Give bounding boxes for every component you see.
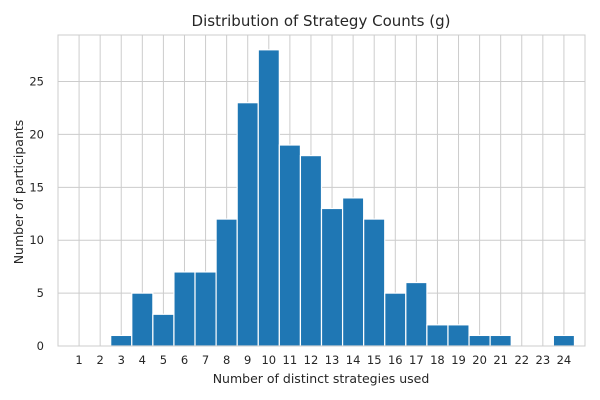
y-tick-labels: 0 5 10 15 20 25 — [29, 75, 44, 353]
x-tick-label: 19 — [451, 353, 466, 367]
x-tick-label: 18 — [430, 353, 445, 367]
x-tick-label: 11 — [283, 353, 298, 367]
x-tick-label: 24 — [557, 353, 572, 367]
x-tick-label: 1 — [75, 353, 82, 367]
y-tick-label: 5 — [37, 286, 44, 300]
x-tick-label: 20 — [472, 353, 487, 367]
x-tick-label: 2 — [96, 353, 103, 367]
x-tick-label: 8 — [223, 353, 230, 367]
y-tick-label: 15 — [29, 180, 44, 194]
histogram-bar — [447, 324, 470, 347]
x-tick-label: 13 — [325, 353, 340, 367]
x-tick-label: 4 — [139, 353, 146, 367]
histogram-bar — [426, 324, 449, 347]
x-tick-label: 14 — [346, 353, 361, 367]
histogram-bar — [363, 218, 386, 347]
histogram-bar — [215, 218, 238, 347]
x-tick-label: 16 — [388, 353, 403, 367]
y-tick-label: 10 — [29, 233, 44, 247]
histogram-bar — [299, 154, 323, 347]
histogram-bar — [110, 334, 133, 347]
x-axis-label: Number of distinct strategies used — [213, 371, 430, 386]
x-tick-labels: 1 2 3 4 5 6 7 8 9 10 11 12 13 14 15 16 17 18 19 20 21 22 23 24 — [75, 353, 571, 367]
histogram-bar — [152, 313, 175, 347]
histogram-bar — [405, 281, 428, 347]
x-tick-label: 21 — [493, 353, 508, 367]
y-tick-label: 0 — [37, 339, 44, 353]
histogram-bar — [468, 334, 491, 347]
histogram-bar — [173, 271, 196, 347]
y-tick-label: 20 — [29, 127, 44, 141]
y-tick-label: 25 — [29, 75, 44, 89]
histogram-bar — [341, 197, 365, 347]
plot-frame — [57, 34, 586, 347]
histogram-bar — [384, 292, 407, 347]
x-tick-label: 10 — [261, 353, 276, 367]
x-tick-label: 5 — [160, 353, 167, 367]
histogram-bar — [194, 271, 217, 347]
histogram-bar — [320, 207, 344, 347]
x-tick-label: 12 — [304, 353, 319, 367]
y-axis-label: Number of participants — [11, 120, 26, 265]
histogram-bar — [278, 144, 302, 347]
histogram-bar — [131, 292, 154, 347]
x-tick-label: 15 — [367, 353, 382, 367]
x-tick-label: 3 — [118, 353, 125, 367]
x-tick-label: 23 — [536, 353, 551, 367]
histogram-bar — [236, 102, 259, 347]
x-tick-label: 6 — [181, 353, 188, 367]
x-tick-label: 22 — [514, 353, 529, 367]
x-tick-label: 7 — [202, 353, 209, 367]
histogram-bar — [257, 49, 280, 347]
x-tick-label: 17 — [409, 353, 424, 367]
chart-title: Distribution of Strategy Counts (g) — [192, 12, 451, 30]
histogram-bar — [489, 334, 512, 347]
histogram-bar — [552, 334, 576, 347]
bars — [110, 49, 576, 347]
x-tick-label: 9 — [244, 353, 251, 367]
